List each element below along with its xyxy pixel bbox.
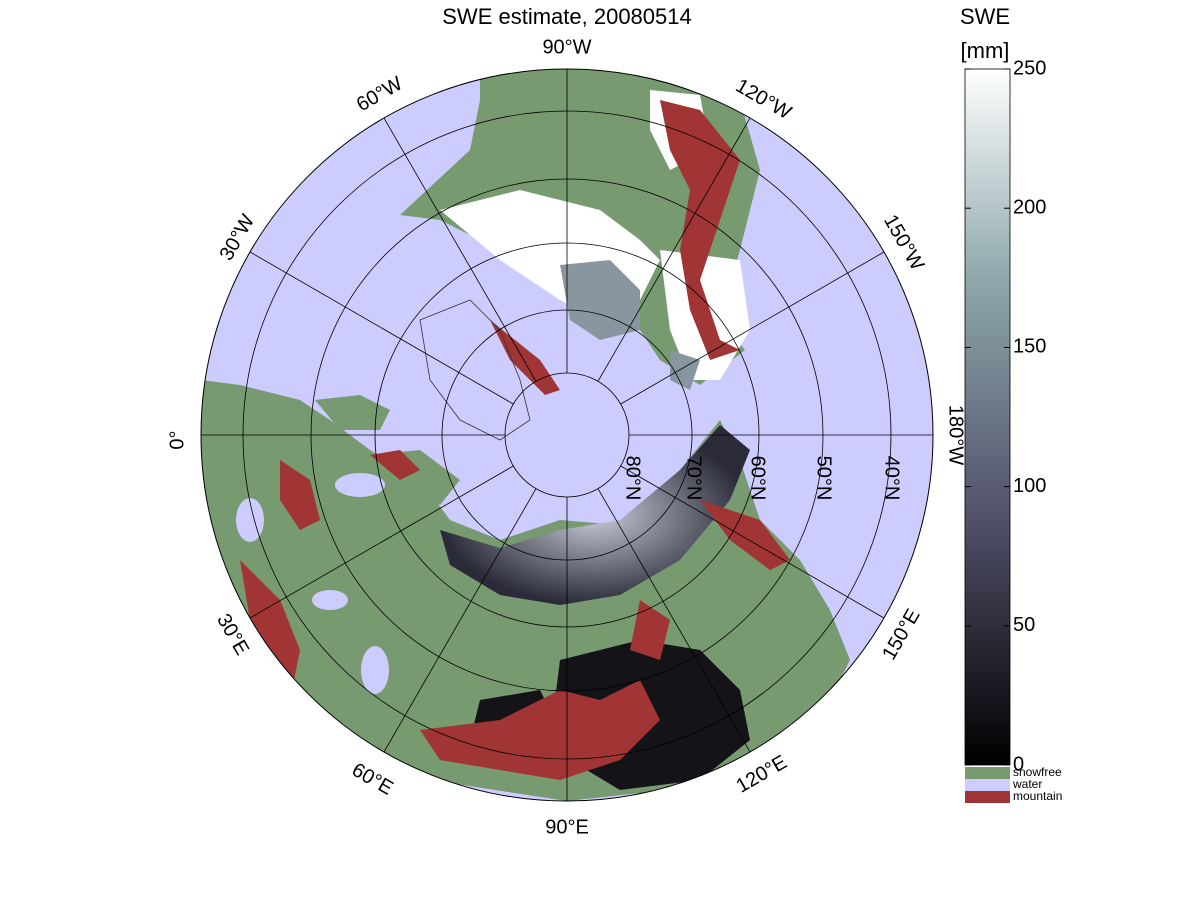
latitude-label: 70°N: [683, 456, 705, 501]
baltic: [335, 473, 385, 497]
legend-swatch: [965, 791, 1010, 803]
mountain-region: [240, 450, 790, 780]
colorbar-title: SWE: [960, 4, 1010, 29]
colorbar-tick-label: 150: [1013, 336, 1046, 358]
legend-label: mountain: [1013, 789, 1062, 803]
snow-arctic-canada: [560, 260, 700, 390]
latitude-label: 40°N: [881, 456, 903, 501]
map-title: SWE estimate, 20080514: [442, 4, 691, 29]
longitude-label: 180°W: [945, 405, 967, 465]
longitude-label: 120°E: [732, 751, 790, 797]
colorbar-tick-label: 50: [1013, 614, 1035, 636]
meridian: [597, 488, 751, 753]
legend-label: water: [1012, 777, 1042, 791]
legend-label: snowfree: [1013, 765, 1062, 779]
snow-canada: [440, 90, 750, 380]
inland-sea: [361, 646, 389, 694]
land-scandinavia: [315, 395, 460, 505]
colorbar-tick-label: 250: [1013, 57, 1046, 79]
colorbar-tick-label: 200: [1013, 196, 1046, 218]
latitude-label: 80°N: [622, 456, 644, 501]
meridian: [383, 117, 537, 382]
meridian: [383, 488, 537, 753]
inland-sea: [236, 498, 264, 542]
latitude-label: 50°N: [813, 456, 835, 501]
mountain-rockies: [490, 100, 740, 395]
snow-siberia: [440, 425, 750, 605]
meridian: [249, 465, 514, 619]
meridian: [620, 465, 885, 619]
latitude-label: 60°N: [747, 456, 769, 501]
meridians: [201, 69, 933, 801]
longitude-label: 0°: [166, 430, 188, 449]
colorbar: [964, 68, 1011, 766]
colorbar-tick-label: 0: [1013, 753, 1024, 775]
legend-swatch: [965, 779, 1010, 791]
meridian: [597, 117, 751, 382]
inland-sea: [312, 590, 348, 610]
legend-swatch: [965, 767, 1010, 779]
meridian: [620, 251, 885, 405]
longitude-label: 60°E: [348, 759, 397, 800]
colorbar-tick-label: 100: [1013, 475, 1046, 497]
colorbar-ticks: 0 50 100 150 200 250: [965, 57, 1046, 775]
longitude-label: 90°E: [545, 816, 589, 838]
map-disk: [201, 69, 933, 801]
longitude-label: 90°W: [542, 36, 591, 58]
map-border: [200, 68, 934, 802]
greenland-outline: [419, 299, 531, 441]
colorbar-unit: [mm]: [961, 38, 1010, 63]
meridian: [249, 251, 514, 405]
longitude-label: 30°E: [212, 610, 253, 659]
